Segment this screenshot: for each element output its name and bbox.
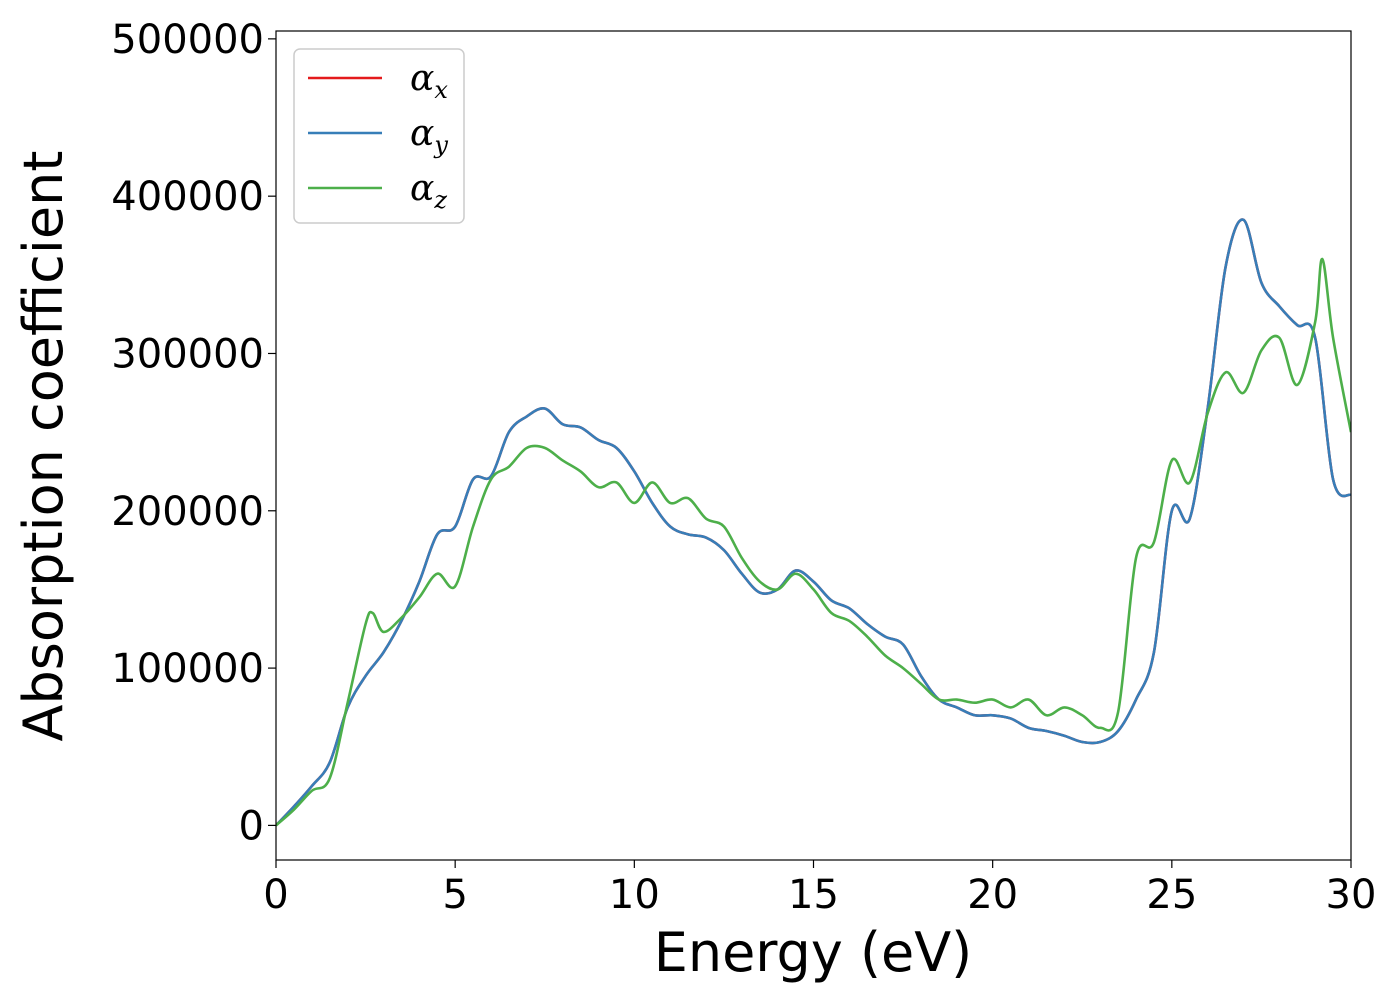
x-axis-ticks: 0 5 10 15 20 25 30 bbox=[263, 860, 1376, 918]
x-tick-label: 0 bbox=[263, 872, 288, 918]
y-tick-label: 0 bbox=[239, 803, 264, 849]
series-line-x bbox=[276, 218, 1351, 827]
x-tick-label: 25 bbox=[1146, 872, 1197, 918]
series-line-y bbox=[276, 218, 1351, 827]
x-axis-label: Energy (eV) bbox=[654, 921, 973, 984]
y-tick-label: 400000 bbox=[111, 174, 264, 220]
legend-box bbox=[293, 48, 465, 224]
legend-label-z: αz bbox=[410, 168, 447, 214]
series-line-z bbox=[276, 257, 1351, 827]
series-layer bbox=[276, 218, 1351, 827]
x-tick-label: 30 bbox=[1326, 872, 1377, 918]
y-tick-label: 100000 bbox=[111, 646, 264, 692]
x-tick-label: 20 bbox=[967, 872, 1018, 918]
x-tick-label: 10 bbox=[609, 872, 660, 918]
legend-label-subscript: x bbox=[434, 76, 448, 104]
y-axis-ticks: 0 100000 200000 300000 400000 500000 bbox=[111, 17, 276, 849]
x-tick-label: 15 bbox=[788, 872, 839, 918]
y-axis-label: Absorption coefficient bbox=[12, 151, 75, 742]
y-tick-label: 300000 bbox=[111, 331, 264, 377]
legend-label-subscript: y bbox=[433, 131, 448, 159]
legend-label-subscript: z bbox=[433, 186, 447, 214]
y-tick-label: 200000 bbox=[111, 489, 264, 535]
x-tick-label: 5 bbox=[442, 872, 467, 918]
y-tick-label: 500000 bbox=[111, 17, 264, 63]
